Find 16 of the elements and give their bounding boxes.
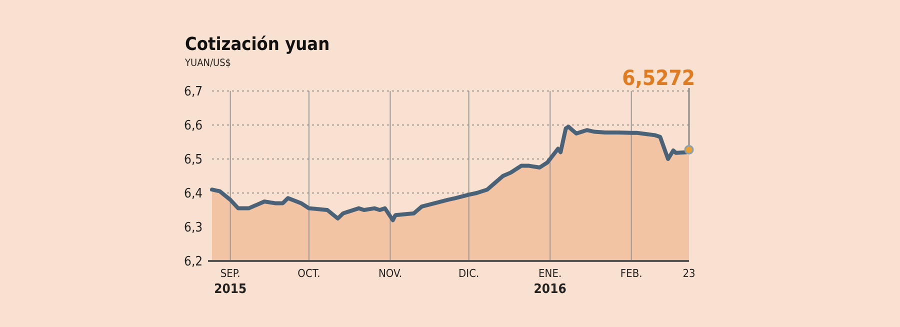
y-tick-label: 6,5 xyxy=(184,152,203,168)
x-tick-label: ENE. 2016 xyxy=(534,267,566,297)
y-tick-label: 6,4 xyxy=(184,186,203,202)
x-tick-label: FEB. xyxy=(620,267,642,280)
x-tick-label: SEP. 2015 xyxy=(214,267,247,297)
x-tick-label: NOV. xyxy=(378,267,402,280)
x-tick-label: 23 xyxy=(682,267,696,280)
x-tick-label: DIC. xyxy=(458,267,480,280)
chart-subtitle: YUAN/US$ xyxy=(184,58,232,69)
y-tick-label: 6,3 xyxy=(184,220,203,236)
annotation: 6,5272 xyxy=(622,66,695,90)
x-tick-label: OCT. xyxy=(298,267,320,280)
y-tick-label: 6,6 xyxy=(184,118,203,134)
y-tick-label: 6,2 xyxy=(184,254,203,270)
chart-title: Cotización yuan xyxy=(185,34,330,55)
y-tick-label: 6,7 xyxy=(184,84,203,100)
